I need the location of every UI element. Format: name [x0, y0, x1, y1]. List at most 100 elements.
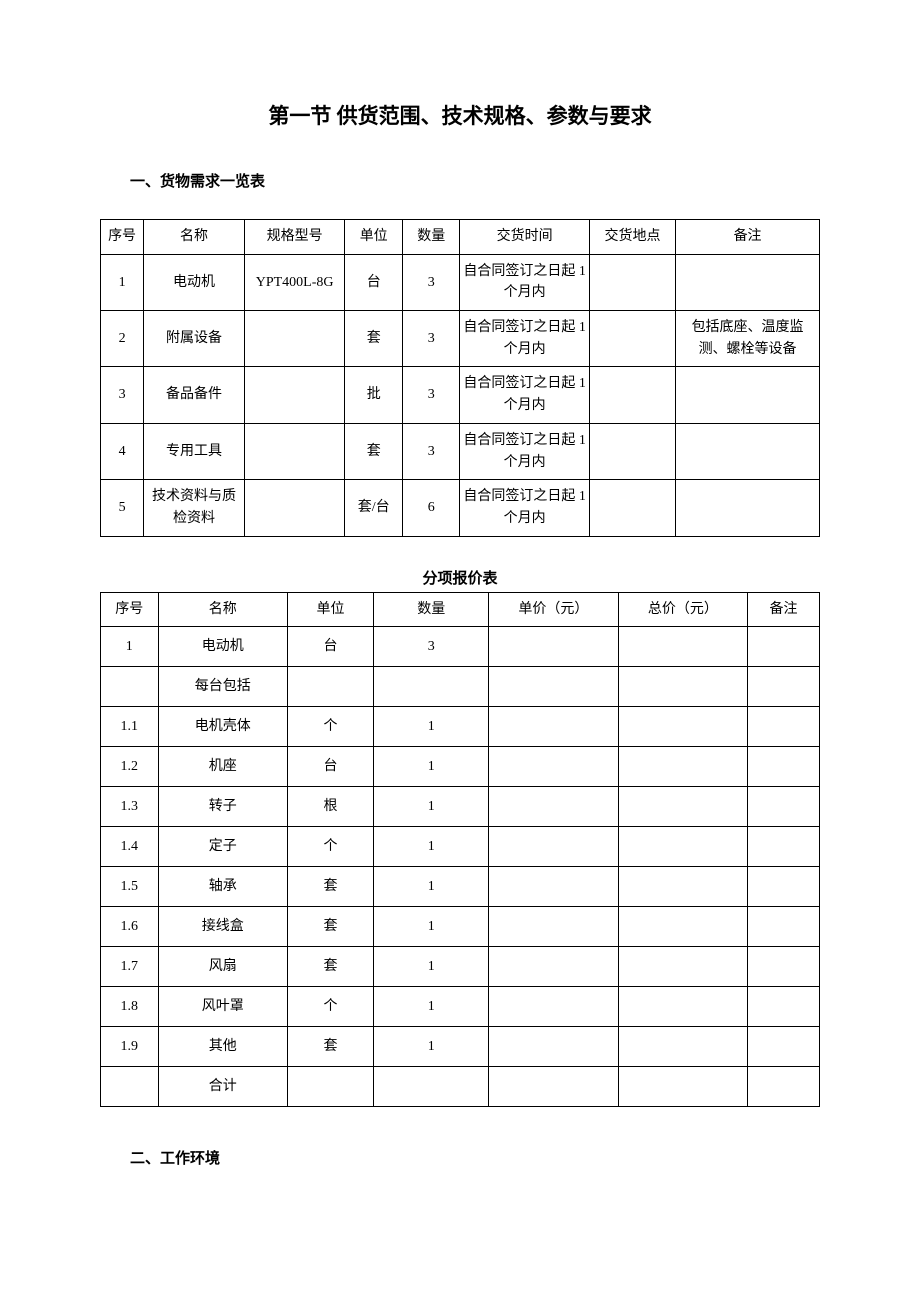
table-cell: 1: [374, 907, 489, 947]
table-cell: 风扇: [158, 947, 287, 987]
table-cell: [489, 747, 618, 787]
table-cell: 自合同签订之日起 1 个月内: [460, 367, 589, 423]
table-header-row: 序号名称规格型号单位数量交货时间交货地点备注: [101, 220, 820, 255]
table-cell: [748, 987, 820, 1027]
table-cell: [618, 667, 747, 707]
table-row: 合计: [101, 1067, 820, 1107]
table-cell: 1: [101, 627, 159, 667]
table-cell: [489, 667, 618, 707]
table-cell: 1: [374, 707, 489, 747]
table-cell: 台: [287, 627, 373, 667]
table-cell: 3: [402, 367, 460, 423]
table-header-cell: 备注: [676, 220, 820, 255]
table-cell: [101, 667, 159, 707]
table-row: 1.4定子个1: [101, 827, 820, 867]
table-header-cell: 规格型号: [244, 220, 345, 255]
table-cell: [618, 867, 747, 907]
table-row: 1电动机YPT400L-8G台3自合同签订之日起 1 个月内: [101, 254, 820, 310]
section-2-heading: 二、工作环境: [130, 1147, 820, 1168]
table-cell: [101, 1067, 159, 1107]
table-cell: [676, 480, 820, 536]
table-cell: [748, 787, 820, 827]
table-cell: 6: [402, 480, 460, 536]
table-cell: 1: [374, 1027, 489, 1067]
table-cell: [489, 987, 618, 1027]
table-cell: [618, 907, 747, 947]
table-cell: 1.9: [101, 1027, 159, 1067]
table-cell: [244, 367, 345, 423]
table-cell: 1.3: [101, 787, 159, 827]
table-header-cell: 交货地点: [589, 220, 675, 255]
table-cell: 套: [345, 311, 403, 367]
table-cell: 套/台: [345, 480, 403, 536]
table-cell: [489, 1027, 618, 1067]
table-cell: [589, 367, 675, 423]
table-row: 3备品备件批3自合同签订之日起 1 个月内: [101, 367, 820, 423]
table-cell: 专用工具: [144, 423, 245, 479]
table-cell: [618, 947, 747, 987]
table-row: 5技术资料与质检资料套/台6自合同签订之日起 1 个月内: [101, 480, 820, 536]
table-header-cell: 数量: [402, 220, 460, 255]
table-cell: [748, 907, 820, 947]
table-cell: [489, 627, 618, 667]
table-cell: [489, 707, 618, 747]
table-cell: 1.6: [101, 907, 159, 947]
table-cell: 定子: [158, 827, 287, 867]
table-header-cell: 序号: [101, 220, 144, 255]
table-cell: 套: [287, 1027, 373, 1067]
table-row: 1.6接线盒套1: [101, 907, 820, 947]
table-cell: 1: [374, 827, 489, 867]
table-cell: 1.7: [101, 947, 159, 987]
table-cell: [748, 1067, 820, 1107]
table-cell: 备品备件: [144, 367, 245, 423]
table-row: 2附属设备套3自合同签订之日起 1 个月内包括底座、温度监测、螺栓等设备: [101, 311, 820, 367]
table-cell: 自合同签订之日起 1 个月内: [460, 311, 589, 367]
table-cell: 1: [374, 747, 489, 787]
table-cell: 3: [374, 627, 489, 667]
table-cell: 1: [374, 947, 489, 987]
table-cell: [589, 423, 675, 479]
table-cell: [489, 1067, 618, 1107]
table-row: 1.5轴承套1: [101, 867, 820, 907]
table-row: 1.9其他套1: [101, 1027, 820, 1067]
table-row: 1.8风叶罩个1: [101, 987, 820, 1027]
table-cell: 其他: [158, 1027, 287, 1067]
table-cell: 1.5: [101, 867, 159, 907]
table-cell: 技术资料与质检资料: [144, 480, 245, 536]
table-cell: 1.4: [101, 827, 159, 867]
table-cell: [374, 667, 489, 707]
table-cell: [618, 1027, 747, 1067]
table-cell: [489, 907, 618, 947]
table-cell: 套: [345, 423, 403, 479]
table-cell: [748, 707, 820, 747]
table-cell: 1: [101, 254, 144, 310]
page-title: 第一节 供货范围、技术规格、参数与要求: [100, 100, 820, 130]
table-cell: [618, 787, 747, 827]
table-cell: [676, 423, 820, 479]
table-cell: 台: [287, 747, 373, 787]
table-cell: 1.8: [101, 987, 159, 1027]
table-cell: [244, 423, 345, 479]
table-cell: [618, 707, 747, 747]
table-cell: 3: [402, 311, 460, 367]
table-row: 每台包括: [101, 667, 820, 707]
table-cell: [748, 747, 820, 787]
table-cell: [374, 1067, 489, 1107]
table-cell: [618, 627, 747, 667]
table-cell: 1: [374, 787, 489, 827]
table-cell: 1: [374, 867, 489, 907]
table-cell: 个: [287, 707, 373, 747]
table-cell: 自合同签订之日起 1 个月内: [460, 480, 589, 536]
table-cell: 根: [287, 787, 373, 827]
table-row: 1电动机台3: [101, 627, 820, 667]
table-cell: [244, 480, 345, 536]
table-cell: 自合同签订之日起 1 个月内: [460, 423, 589, 479]
goods-demand-table: 序号名称规格型号单位数量交货时间交货地点备注 1电动机YPT400L-8G台3自…: [100, 219, 820, 537]
table-cell: 电动机: [158, 627, 287, 667]
quote-table-caption: 分项报价表: [100, 567, 820, 588]
table-cell: [676, 254, 820, 310]
table-row: 1.3转子根1: [101, 787, 820, 827]
section-1-heading: 一、货物需求一览表: [130, 170, 820, 191]
table-cell: 1.1: [101, 707, 159, 747]
table-cell: 3: [402, 423, 460, 479]
